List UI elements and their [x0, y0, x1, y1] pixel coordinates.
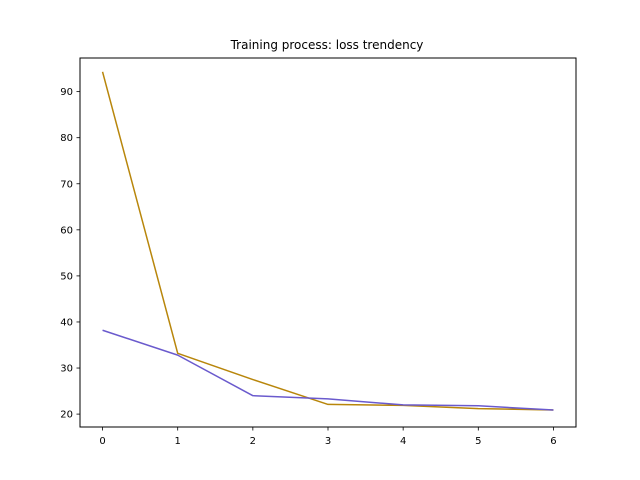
x-tick-label: 2 — [250, 436, 256, 447]
x-tick-label: 4 — [400, 436, 406, 447]
y-tick-label: 40 — [60, 317, 73, 328]
x-axis: 0 1 2 3 4 5 6 — [99, 427, 557, 447]
y-tick-label: 30 — [60, 364, 73, 375]
chart-title: Training process: loss trendency — [230, 38, 424, 52]
y-tick-label: 50 — [60, 271, 73, 282]
y-axis: 20 30 40 50 60 70 80 90 — [60, 87, 80, 421]
x-tick-label: 1 — [175, 436, 181, 447]
x-tick-label: 0 — [99, 436, 105, 447]
series-line-1 — [101, 71, 554, 411]
y-tick-label: 70 — [60, 179, 73, 190]
y-tick-label: 20 — [60, 410, 73, 421]
y-tick-label: 90 — [60, 87, 73, 98]
series-group — [101, 71, 554, 411]
series-line-2 — [102, 329, 554, 411]
x-tick-label: 3 — [325, 436, 331, 447]
x-tick-label: 5 — [475, 436, 481, 447]
y-tick-label: 60 — [60, 225, 73, 236]
plot-frame — [79, 57, 577, 428]
y-tick-label: 80 — [60, 133, 73, 144]
x-tick-label: 6 — [550, 436, 556, 447]
